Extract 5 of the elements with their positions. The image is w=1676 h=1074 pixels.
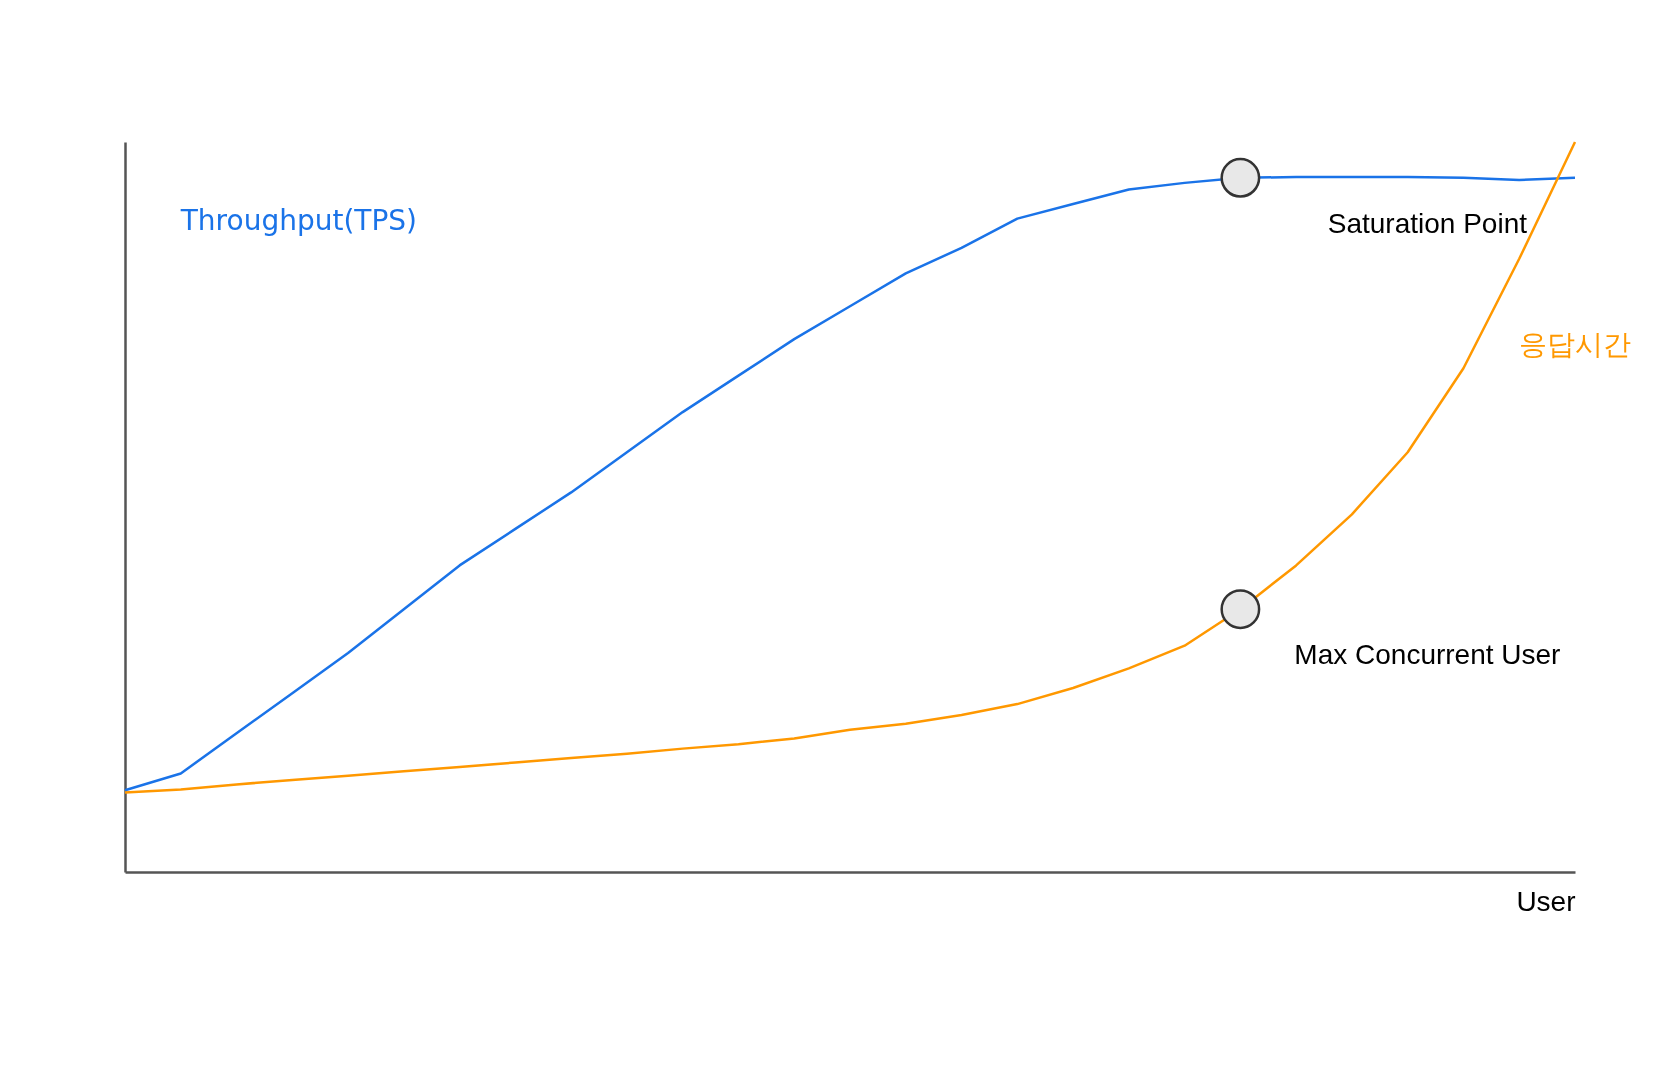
text: Throughput(TPS) bbox=[179, 204, 418, 238]
annotation: Max Concurrent User bbox=[1294, 639, 1561, 671]
series-label: 응답시간 bbox=[1519, 328, 1631, 362]
x-axis-title: User bbox=[1516, 885, 1576, 917]
annotation: Saturation Point bbox=[1327, 207, 1528, 239]
